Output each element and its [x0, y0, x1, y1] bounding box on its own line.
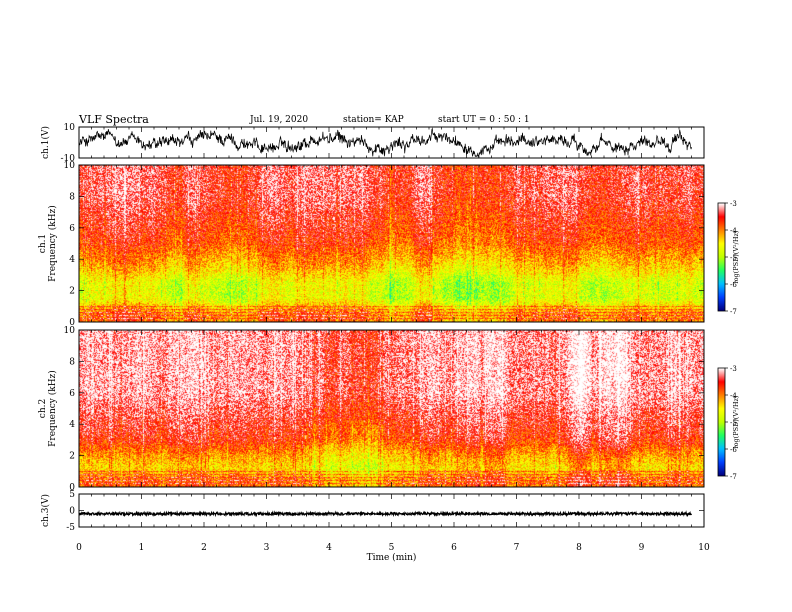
ch1-waveform-series: [78, 127, 692, 158]
ch1-colorbar-tick-label: -4: [730, 227, 737, 235]
ch1-waveform-ytick-label: 10: [64, 123, 76, 133]
figure-title: VLF Spectra: [79, 113, 149, 126]
x-tick-label: 3: [264, 543, 270, 553]
ch2-spectrogram-ytick-label: 4: [69, 420, 75, 430]
start-time-label: start UT = 0 : 50 : 1: [438, 115, 530, 125]
ch1-colorbar-tick-label: -7: [730, 308, 737, 316]
ch1-colorbar-label: log(PSD)(V²/Hz): [732, 230, 740, 283]
ch1-spectrogram-ytick-label: 10: [64, 161, 76, 171]
ch3-waveform-ylabel: ch.3(V): [40, 494, 51, 527]
ch2-colorbar-tick-label: -6: [730, 446, 737, 454]
x-tick-label: 10: [698, 543, 710, 553]
ch1-colorbar-gradient: [718, 203, 725, 311]
ch1-spectrogram-ylabel-line: Frequency (kHz): [47, 205, 58, 282]
ch1-spectrogram-ytick-label: 8: [69, 192, 75, 202]
ch1-colorbar-tick-label: -5: [730, 254, 737, 262]
ch3-waveform-ytick-label: 5: [69, 490, 75, 500]
ch2-colorbar-gradient: [718, 368, 725, 476]
ch1-spectrogram-ylabel-line: ch.1: [38, 234, 48, 253]
ch1-spectrogram-ylabel: ch.1 Frequency (kHz): [38, 205, 58, 282]
x-tick-label: 4: [326, 543, 332, 553]
ch1-waveform-ytick-label: -10: [61, 154, 76, 164]
ch1-spectrogram-ytick-label: 6: [69, 224, 75, 234]
ch1-waveform-ylabel-line: ch.1(V): [40, 126, 51, 159]
ch1-spectrogram-ytick-label: 0: [69, 318, 75, 328]
x-tick-label: 5: [389, 543, 395, 553]
ch2-colorbar-label: log(PSD)(V²/Hz): [732, 395, 740, 448]
x-tick-label: 6: [451, 543, 457, 553]
ch3-waveform-ytick-label: 0: [69, 507, 75, 517]
ch2-colorbar-tick-label: -4: [730, 392, 737, 400]
x-tick-label: 8: [576, 543, 582, 553]
ch3-waveform-ytick-label: -5: [66, 523, 75, 533]
x-tick-label: 7: [514, 543, 520, 553]
ch1-colorbar-tick-label: -3: [730, 200, 737, 208]
x-axis-label: Time (min): [367, 552, 417, 563]
ch2-colorbar-tick-label: -5: [730, 419, 737, 427]
x-tick-label: 0: [76, 543, 82, 553]
ch2-spectrogram-ylabel-line: ch.2: [38, 399, 48, 418]
date-label: Jul. 19, 2020: [250, 115, 309, 125]
ch2-spectrogram-ytick-label: 8: [69, 357, 75, 367]
ch2-spectrogram-image: [79, 330, 704, 487]
ch3-waveform-series: [78, 510, 693, 518]
ch1-spectrogram-ytick-label: 2: [69, 287, 75, 297]
x-tick-label: 2: [201, 543, 207, 553]
ch2-spectrogram-ytick-label: 2: [69, 452, 75, 462]
ch2-spectrogram-ylabel-line: Frequency (kHz): [47, 370, 58, 447]
ch1-waveform-ylabel: ch.1(V): [40, 126, 51, 159]
ch2-colorbar-tick-label: -3: [730, 365, 737, 373]
ch2-spectrogram-ytick-label: 10: [64, 326, 76, 336]
x-tick-label: 1: [139, 543, 145, 553]
ch1-spectrogram-image: [79, 165, 704, 322]
ch3-waveform-ylabel-line: ch.3(V): [40, 494, 51, 527]
ch2-spectrogram-ytick-label: 6: [69, 389, 75, 399]
ch2-spectrogram-ytick-label: 0: [69, 483, 75, 493]
x-tick-label: 9: [639, 543, 645, 553]
station-label: station= KAP: [343, 115, 404, 125]
ch2-colorbar-tick-label: -7: [730, 473, 737, 481]
ch1-spectrogram-ytick-label: 4: [69, 255, 75, 265]
ch1-colorbar-tick-label: -6: [730, 281, 737, 289]
ch2-spectrogram-ylabel: ch.2 Frequency (kHz): [38, 370, 58, 447]
